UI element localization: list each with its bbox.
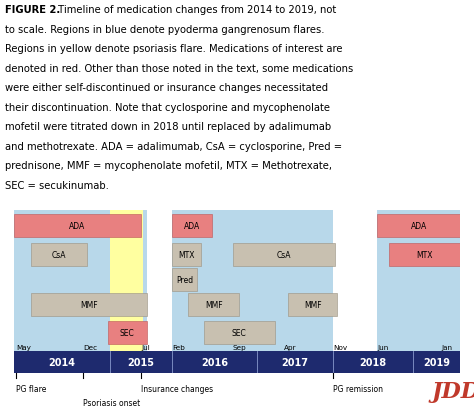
Text: ADA: ADA	[184, 222, 200, 231]
Text: to scale. Regions in blue denote pyoderma gangrenosum flares.: to scale. Regions in blue denote pyoderm…	[5, 24, 325, 34]
Text: MTX: MTX	[179, 250, 195, 259]
Text: 2016: 2016	[201, 357, 228, 367]
Text: Dec: Dec	[83, 344, 97, 350]
Text: ADA: ADA	[69, 222, 86, 231]
Bar	[288, 293, 337, 316]
Text: CsA: CsA	[52, 250, 66, 259]
Bar	[377, 215, 460, 238]
Text: PG remission: PG remission	[333, 384, 383, 393]
Bar	[173, 211, 333, 358]
Text: Sep: Sep	[233, 344, 246, 350]
Bar	[14, 211, 147, 358]
Bar	[173, 243, 201, 266]
Text: Jun: Jun	[377, 344, 389, 350]
Text: prednisone, MMF = mycophenolate mofetil, MTX = Methotrexate,: prednisone, MMF = mycophenolate mofetil,…	[5, 161, 332, 171]
Bar	[14, 215, 141, 238]
Text: JDD: JDD	[431, 380, 474, 402]
Text: their discontinuation. Note that cyclosporine and mycophenolate: their discontinuation. Note that cyclosp…	[5, 102, 330, 112]
Bar	[203, 321, 275, 344]
Text: Jan: Jan	[441, 344, 452, 350]
Bar	[173, 215, 211, 238]
Text: MMF: MMF	[205, 300, 222, 309]
Text: were either self-discontinued or insurance changes necessitated: were either self-discontinued or insuran…	[5, 83, 328, 93]
Bar	[173, 268, 197, 291]
Text: May: May	[16, 344, 31, 350]
Bar	[377, 211, 460, 358]
Text: Timeline of medication changes from 2014 to 2019, not: Timeline of medication changes from 2014…	[55, 5, 336, 15]
Text: PG flare: PG flare	[16, 384, 46, 393]
Text: and methotrexate. ADA = adalimumab, CsA = cyclosporine, Pred =: and methotrexate. ADA = adalimumab, CsA …	[5, 141, 342, 151]
Text: Nov: Nov	[333, 344, 347, 350]
Bar	[389, 243, 460, 266]
Bar	[110, 211, 143, 358]
Bar	[31, 293, 147, 316]
Text: CsA: CsA	[277, 250, 291, 259]
Bar	[233, 243, 335, 266]
Text: 2017: 2017	[282, 357, 309, 367]
Bar	[31, 243, 87, 266]
Text: Regions in yellow denote psoriasis flare. Medications of interest are: Regions in yellow denote psoriasis flare…	[5, 44, 343, 54]
Text: FIGURE 2.: FIGURE 2.	[5, 5, 60, 15]
Bar	[188, 293, 239, 316]
Text: denoted in red. Other than those noted in the text, some medications: denoted in red. Other than those noted i…	[5, 64, 353, 74]
Text: 2018: 2018	[359, 357, 387, 367]
Text: SEC: SEC	[120, 328, 135, 337]
Text: mofetil were titrated down in 2018 until replaced by adalimumab: mofetil were titrated down in 2018 until…	[5, 122, 331, 132]
Text: Feb: Feb	[173, 344, 185, 350]
Text: Pred: Pred	[176, 275, 193, 284]
Text: 2014: 2014	[48, 357, 75, 367]
Text: Jul: Jul	[141, 344, 150, 350]
Text: Insurance changes: Insurance changes	[141, 384, 213, 393]
Text: Apr: Apr	[284, 344, 296, 350]
Text: SEC = secukinumab.: SEC = secukinumab.	[5, 180, 109, 190]
Text: 2015: 2015	[128, 357, 155, 367]
Text: Psoriasis onset: Psoriasis onset	[83, 398, 140, 407]
Text: MMF: MMF	[80, 300, 98, 309]
Text: ADA: ADA	[410, 222, 427, 231]
Text: SEC: SEC	[232, 328, 246, 337]
Text: MMF: MMF	[304, 300, 322, 309]
Bar	[108, 321, 147, 344]
Text: MTX: MTX	[416, 250, 433, 259]
Text: 2019: 2019	[423, 357, 450, 367]
